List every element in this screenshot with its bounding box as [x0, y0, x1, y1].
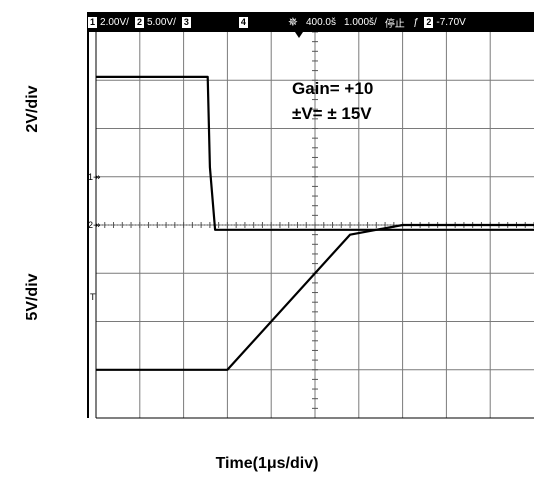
trace-2 [96, 223, 534, 371]
ch3-indicator: 3 [181, 16, 191, 28]
ch2-indicator: 2 [134, 16, 144, 28]
ch1-ground-marker: 1↠ [88, 172, 101, 182]
trace-1 [96, 75, 534, 231]
supply-annotation: ±V= ± 15V [292, 104, 372, 123]
trigger-slope-icon: ƒ [412, 16, 419, 28]
trigger-level-marker: T [90, 292, 96, 302]
gain-annotation: Gain= +10 [292, 79, 374, 98]
x-axis-label: Time(1μs/div) [215, 455, 319, 472]
trigger-channel: 2 [424, 16, 434, 28]
trigger-star-icon: ✵ [287, 15, 298, 29]
ch1-scale: 2.00V/ [100, 16, 129, 28]
ch4-indicator: 4 [238, 16, 248, 28]
ch1-indicator: 1 [88, 16, 98, 28]
scope-status-bar: 1 2.00V/ 2 5.00V/ 3 4 ✵ 400.0š 1.000š/ 停… [88, 12, 534, 32]
trigger-level: -7.70V [436, 16, 466, 28]
sample-rate: 1.000š/ [344, 16, 377, 28]
ch2-ground-marker: 2↠ [88, 220, 101, 230]
annotation-box: Gain= +10 ±V= ± 15V [292, 76, 373, 126]
run-state: 停止 [384, 18, 405, 30]
ch2-scale: 5.00V/ [146, 16, 176, 28]
trigger-position-marker [295, 32, 303, 38]
traces [96, 75, 534, 371]
timebase-position: 400.0š [305, 16, 336, 28]
